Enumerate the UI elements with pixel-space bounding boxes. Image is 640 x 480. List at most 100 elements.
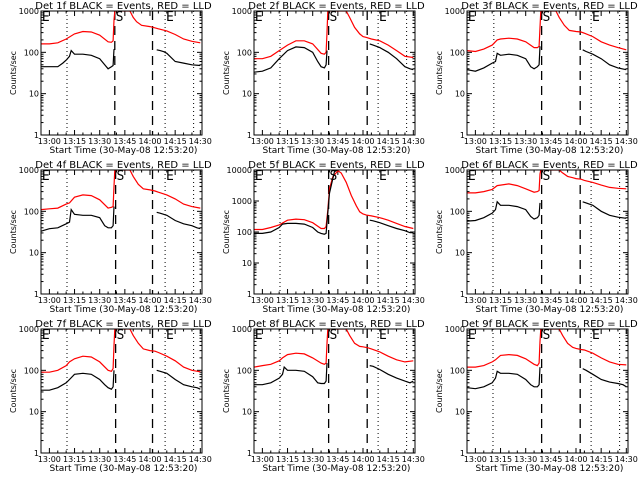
end-marker-label: E (468, 328, 476, 343)
series-line-lld (467, 329, 627, 368)
x-tick-label: 13:45 (326, 455, 349, 464)
plot-frame (253, 169, 416, 295)
x-tick-label: 14:15 (164, 296, 187, 305)
x-tick-label: 13:15 (276, 137, 299, 146)
y-tick-label: 1 (460, 449, 465, 458)
chart-title: Det 9f BLACK = Events, RED = LLD (461, 319, 638, 330)
chart-title: Det 6f BLACK = Events, RED = LLD (461, 160, 638, 171)
start-marker-label: S (116, 10, 124, 25)
series-line-events (467, 200, 541, 222)
x-tick-label: 14:30 (402, 455, 425, 464)
y-tick-label: 100 (450, 366, 465, 375)
series-line-lld (467, 11, 627, 53)
x-tick-label: 13:45 (539, 296, 562, 305)
x-tick-label: 13:30 (88, 455, 111, 464)
x-tick-label: 13:30 (88, 296, 111, 305)
plot-frame (40, 10, 203, 136)
series-line-events (467, 46, 541, 72)
y-axis-label: Counts/sec (9, 210, 18, 254)
chart-panel: Det 5f BLACK = Events, RED = LLD 1 10 100 10… (222, 160, 425, 315)
y-axis-label: Counts/sec (9, 369, 18, 413)
x-axis-label: Start Time (30-May-08 12:53:20) (50, 146, 198, 156)
end-marker-label: E (255, 328, 263, 343)
x-tick-label: 14:30 (189, 455, 212, 464)
x-tick-label: 13:15 (276, 455, 299, 464)
end-marker-label: E (166, 10, 174, 25)
chart-panel: Det 4f BLACK = Events, RED = LLD 1 10 100 10… (9, 160, 212, 315)
x-tick-label: 13:45 (539, 455, 562, 464)
end-marker-label: E (468, 169, 476, 184)
end-marker-label: E (166, 169, 174, 184)
start-marker-label: S (542, 169, 550, 184)
chart-title: Det 8f BLACK = Events, RED = LLD (248, 319, 425, 330)
chart-title: Det 2f BLACK = Events, RED = LLD (248, 1, 425, 12)
end-marker-label: E (255, 169, 263, 184)
chart-title: Det 3f BLACK = Events, RED = LLD (461, 1, 638, 12)
chart-panel: Det 1f BLACK = Events, RED = LLD 1 10 100 10… (9, 1, 212, 156)
y-tick-label: 100 (237, 48, 252, 57)
x-tick-label: 13:00 (38, 455, 61, 464)
x-tick-label: 13:00 (38, 296, 61, 305)
x-tick-label: 14:00 (564, 137, 587, 146)
x-tick-label: 14:00 (351, 137, 374, 146)
series-line-events (156, 369, 201, 390)
plot-frame (466, 169, 629, 295)
x-tick-label: 14:15 (377, 296, 400, 305)
chart-title: Det 1f BLACK = Events, RED = LLD (35, 1, 212, 12)
x-tick-label: 14:15 (164, 137, 187, 146)
y-axis-label: Counts/sec (435, 369, 444, 413)
series-line-events (582, 49, 627, 71)
x-axis-label: Start Time (30-May-08 12:53:20) (263, 464, 411, 474)
y-tick-label: 1 (34, 290, 39, 299)
x-tick-label: 14:15 (590, 137, 613, 146)
series-line-events (369, 219, 414, 234)
y-tick-label: 1 (34, 449, 39, 458)
y-tick-label: 1000 (19, 325, 39, 334)
start-marker-label: S (116, 328, 124, 343)
chart-panel: Det 2f BLACK = Events, RED = LLD 1 10 100 10… (222, 1, 425, 156)
series-line-lld (254, 329, 414, 368)
y-axis-label: Counts/sec (222, 210, 231, 254)
y-tick-label: 10 (242, 259, 252, 268)
y-tick-label: 100 (24, 48, 39, 57)
y-tick-label: 10 (455, 90, 465, 99)
x-tick-label: 13:15 (276, 296, 299, 305)
x-tick-label: 14:00 (138, 455, 161, 464)
chart-title: Det 5f BLACK = Events, RED = LLD (248, 160, 425, 171)
y-tick-label: 10 (242, 408, 252, 417)
y-tick-label: 10 (29, 90, 39, 99)
x-tick-label: 14:30 (615, 455, 638, 464)
y-tick-label: 100 (450, 207, 465, 216)
y-tick-label: 1000 (232, 7, 252, 16)
y-axis-label: Counts/sec (9, 51, 18, 95)
y-tick-label: 1000 (445, 166, 465, 175)
y-tick-label: 1 (34, 131, 39, 140)
chart-panel: Det 6f BLACK = Events, RED = LLD 1 10 100 10… (435, 160, 638, 315)
series-line-events (467, 367, 541, 390)
chart-title: Det 4f BLACK = Events, RED = LLD (35, 160, 212, 171)
x-tick-label: 14:30 (402, 296, 425, 305)
start-marker-label: S (329, 10, 337, 25)
x-tick-label: 14:15 (377, 137, 400, 146)
chart-panel: Det 3f BLACK = Events, RED = LLD 1 10 100 10… (435, 1, 638, 156)
x-tick-label: 13:00 (464, 296, 487, 305)
y-tick-label: 100 (24, 207, 39, 216)
x-axis-label: Start Time (30-May-08 12:53:20) (50, 464, 198, 474)
y-tick-label: 100 (450, 48, 465, 57)
end-marker-label: E (592, 169, 600, 184)
x-tick-label: 13:45 (113, 455, 136, 464)
y-tick-label: 1 (247, 449, 252, 458)
x-tick-label: 14:00 (351, 455, 374, 464)
y-tick-label: 100 (237, 228, 252, 237)
x-tick-label: 13:45 (113, 137, 136, 146)
series-line-events (156, 211, 201, 230)
x-tick-label: 13:00 (251, 137, 274, 146)
plot-frame (253, 328, 416, 454)
end-marker-label: E (379, 328, 387, 343)
end-marker-label: E (42, 328, 50, 343)
x-tick-label: 13:45 (113, 296, 136, 305)
start-marker-label: S (542, 10, 550, 25)
series-line-events (254, 46, 328, 73)
end-marker-label: E (166, 328, 174, 343)
